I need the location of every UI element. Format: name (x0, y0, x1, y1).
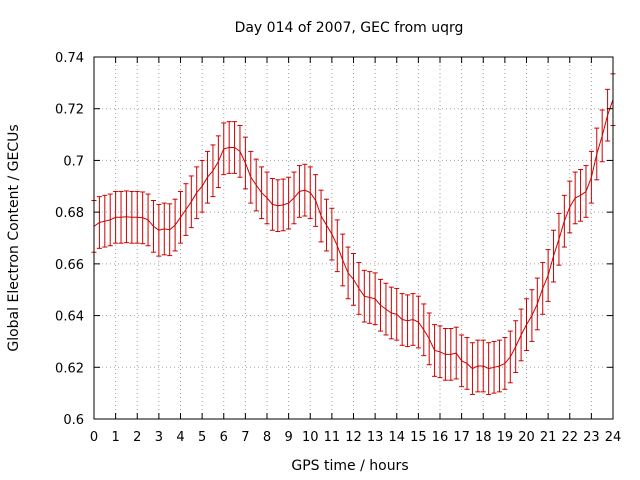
y-tick-label: 0.68 (55, 206, 84, 221)
x-ticks: 0 1 2 3 4 5 6 7 8 9 10 11 12 13 14 15 16 17 18 19 20 21 22 23 24 (90, 57, 621, 445)
x-tick-label: 21 (540, 430, 557, 445)
x-tick-label: 1 (111, 430, 119, 445)
grid (94, 57, 613, 419)
x-tick-label: 11 (324, 430, 341, 445)
chart-title: Day 014 of 2007, GEC from uqrg (235, 20, 464, 36)
x-tick-label: 24 (605, 430, 622, 445)
x-tick-label: 16 (432, 430, 449, 445)
series-line (93, 99, 614, 370)
y-ticks: 0.6 0.62 0.64 0.66 0.68 0.7 0.72 0.74 (55, 51, 613, 428)
x-tick-label: 2 (133, 430, 141, 445)
x-tick-label: 15 (410, 430, 427, 445)
x-tick-label: 13 (367, 430, 384, 445)
x-tick-label: 20 (518, 430, 535, 445)
x-tick-label: 0 (90, 430, 98, 445)
x-tick-label: 23 (583, 430, 600, 445)
data-line (93, 99, 614, 370)
y-axis-label: Global Electron Content / GECUs (6, 124, 22, 351)
y-tick-label: 0.64 (55, 310, 84, 325)
y-tick-label: 0.72 (55, 103, 84, 118)
x-tick-label: 10 (302, 430, 319, 445)
x-tick-label: 6 (220, 430, 228, 445)
x-tick-label: 4 (176, 430, 184, 445)
x-tick-label: 22 (561, 430, 578, 445)
x-tick-label: 18 (475, 430, 492, 445)
x-tick-label: 19 (497, 430, 514, 445)
x-tick-label: 7 (241, 430, 249, 445)
y-tick-label: 0.7 (63, 154, 84, 169)
x-tick-label: 8 (263, 430, 271, 445)
y-tick-label: 0.74 (55, 51, 84, 66)
x-tick-label: 5 (198, 430, 206, 445)
y-tick-label: 0.62 (55, 361, 84, 376)
x-axis-label: GPS time / hours (291, 458, 408, 474)
x-tick-label: 12 (345, 430, 362, 445)
y-tick-label: 0.6 (63, 413, 84, 428)
x-tick-label: 3 (155, 430, 163, 445)
x-tick-label: 14 (388, 430, 405, 445)
x-tick-label: 17 (453, 430, 470, 445)
y-tick-label: 0.66 (55, 258, 84, 273)
x-tick-label: 9 (284, 430, 292, 445)
